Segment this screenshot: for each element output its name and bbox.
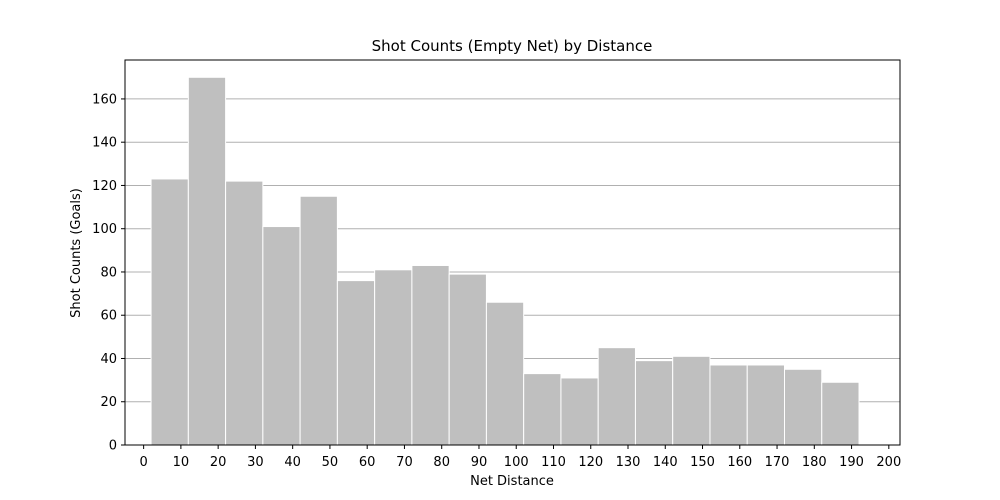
x-tick-label: 90 <box>471 455 488 470</box>
x-axis-ticks: 0 10 20 30 40 50 60 70 80 90 100 110 120 130 140 150 160… <box>139 445 901 470</box>
x-tick-label: 30 <box>247 455 264 470</box>
x-tick-label: 0 <box>139 455 147 470</box>
histogram-bar <box>634 360 674 446</box>
x-tick-label: 130 <box>616 455 641 470</box>
histogram-bar <box>299 195 338 446</box>
histogram-bar <box>485 301 525 446</box>
histogram-bar <box>225 180 264 446</box>
y-tick-label: 0 <box>109 439 117 454</box>
histogram-bar <box>597 347 636 446</box>
histogram-bar <box>374 269 413 446</box>
plot-frame <box>124 59 901 446</box>
x-axis-label: Net Distance <box>470 474 554 489</box>
histogram-bar <box>262 226 301 446</box>
y-tick-label: 100 <box>92 222 117 237</box>
chart-title: Shot Counts (Empty Net) by Distance <box>372 37 653 55</box>
histogram-bar <box>560 377 599 446</box>
x-tick-label: 10 <box>173 455 190 470</box>
x-tick-label: 60 <box>359 455 376 470</box>
x-tick-label: 40 <box>284 455 301 470</box>
histogram-bar <box>187 76 227 446</box>
x-tick-label: 70 <box>396 455 413 470</box>
x-tick-label: 50 <box>322 455 339 470</box>
y-tick-label: 60 <box>100 309 117 324</box>
histogram-bar <box>448 273 487 446</box>
x-tick-label: 80 <box>433 455 450 470</box>
histogram-bar <box>523 373 562 446</box>
y-tick-label: 160 <box>92 92 117 107</box>
y-tick-label: 140 <box>92 136 117 151</box>
histogram-bar <box>411 264 450 446</box>
x-tick-label: 160 <box>727 455 752 470</box>
x-tick-label: 170 <box>765 455 790 470</box>
y-axis-ticks: 0 20 40 60 80 100 120 140 160 <box>92 92 125 454</box>
y-tick-label: 40 <box>100 352 117 367</box>
bar-layer <box>150 76 860 446</box>
x-tick-label: 190 <box>839 455 864 470</box>
histogram-bar <box>709 364 748 446</box>
x-tick-label: 120 <box>578 455 603 470</box>
histogram-bar <box>783 368 823 446</box>
histogram-bar <box>746 364 785 446</box>
x-tick-label: 150 <box>690 455 715 470</box>
histogram-bar <box>821 381 860 446</box>
x-tick-label: 140 <box>653 455 678 470</box>
y-tick-label: 120 <box>92 179 117 194</box>
histogram-bar <box>672 355 711 446</box>
x-tick-label: 20 <box>210 455 227 470</box>
y-axis-label: Shot Counts (Goals) <box>69 188 84 318</box>
x-tick-label: 200 <box>876 455 901 470</box>
histogram-bar <box>150 178 189 446</box>
x-tick-label: 110 <box>541 455 566 470</box>
y-tick-label: 20 <box>100 395 117 410</box>
y-tick-label: 80 <box>100 265 117 280</box>
x-tick-label: 100 <box>504 455 529 470</box>
x-tick-label: 180 <box>802 455 827 470</box>
histogram-bar <box>336 280 376 446</box>
